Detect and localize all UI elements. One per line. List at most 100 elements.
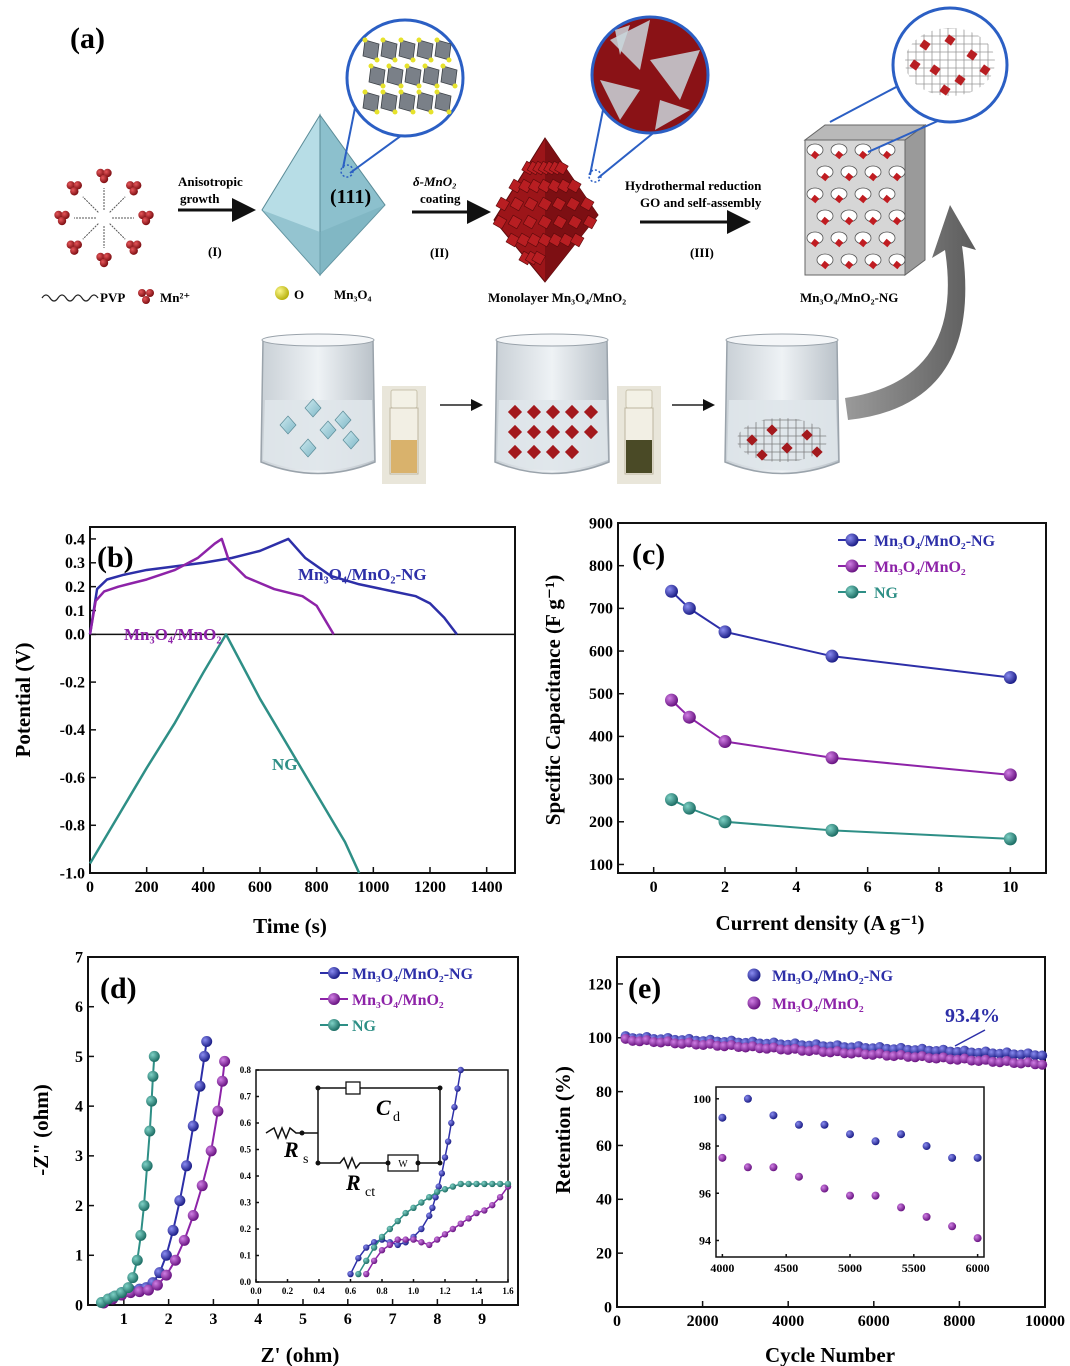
inset-data-point [395,1236,401,1242]
inset-data-point [458,1221,464,1227]
data-point [146,1096,157,1107]
inset-data-point [795,1121,803,1129]
cd-label: C [376,1095,391,1120]
data-point [161,1270,172,1281]
oxygen-site [435,84,440,89]
inset-data-point [718,1114,726,1122]
mn-ion [58,217,66,225]
data-point [206,1145,217,1156]
inset-data-point [481,1181,487,1187]
y-tick-label: -0.2 [60,674,85,691]
y-tick-label: 0.7 [240,1092,252,1102]
inset-data-point [426,1194,432,1200]
inset-data-point [458,1067,464,1073]
oxygen-site [381,90,386,95]
x-tick-label: 800 [305,879,329,896]
data-point [123,1282,134,1293]
data-point [217,1076,228,1087]
data-point [170,1255,181,1266]
inset-data-point [450,1183,456,1189]
y-tick-label: 2 [75,1198,83,1215]
y-tick-label: 3 [75,1148,83,1165]
pvp-chain [110,224,126,240]
data-point [188,1121,199,1132]
x-tick-label: 0.0 [250,1286,262,1296]
oxygen-site [393,58,398,63]
y-tick-label: 800 [589,558,613,575]
y-tick-label: 0.0 [65,627,85,644]
y-tick-label: 0.8 [240,1065,252,1075]
cd-sub: d [393,1110,400,1125]
inset-data-point [497,1181,503,1187]
x-tick-label: 8 [935,879,943,896]
oxygen-site [411,110,416,115]
y-tick-label: 100 [693,1092,711,1106]
y-tick-label: 0.3 [240,1198,252,1208]
y-tick-label: -0.4 [60,722,85,739]
oxygen-site [417,38,422,43]
lattice-octahedron [417,92,433,112]
lattice-octahedron [399,92,415,112]
data-point [719,815,732,828]
inset-data-point [410,1236,416,1242]
y-tick-label: -1.0 [60,865,85,882]
x-tick-label: 7 [389,1311,397,1328]
series-annotation: NG [272,755,298,774]
inset-bg [716,1087,984,1257]
y-tick-label: 7 [75,949,83,966]
inset-data-point [426,1213,432,1219]
inset-data-point [481,1207,487,1213]
x-axis-label: Time (s) [253,914,327,938]
step3-label-2: GO and self-assembly [640,195,762,210]
y-tick-label: 500 [589,686,613,703]
inset-data-point [347,1271,353,1277]
data-point [147,1071,158,1082]
inset-data-point [505,1181,511,1187]
inset-data-point [718,1154,726,1162]
oxygen-site [405,64,410,69]
circuit-node [300,1131,305,1136]
inset-data-point [795,1173,803,1181]
oxygen-site [399,84,404,89]
data-point [826,824,839,837]
inset-data-point [418,1226,424,1232]
oxygen-site [363,38,368,43]
pvp-chain [83,197,99,213]
legend-label: Mn₃O₄/MnO₂-NG [874,533,996,550]
x-tick-label: 2 [721,879,729,896]
oxygen-site [363,90,368,95]
inset-data-point [379,1247,385,1253]
y-tick-label: 1 [75,1248,83,1265]
data-point [665,793,678,806]
step3-label-1: Hydrothermal reduction [625,178,762,193]
y-tick-label: 4 [75,1098,83,1115]
zoom-circle-2 [589,17,708,182]
pvp-chain [83,224,99,240]
crystal-lattice-icon [363,38,458,115]
x-tick-label: 4500 [774,1261,798,1275]
step2-label-2: coating [420,191,461,206]
warburg-label: W [398,1159,408,1170]
lattice-octahedron [423,66,439,86]
series-line [90,539,457,634]
vial-cap [391,390,417,408]
vial-icon [617,386,661,484]
y-tick-label: 94 [699,1233,711,1247]
legend-label: NG [874,585,899,602]
data-point [1037,1060,1047,1070]
inset-data-point [445,1138,451,1144]
chart-d: 1 2 3 4 5 6 7 8 901234567(d) Mn₃O₄/MnO₂-NGMn₃O₄/M… [29,949,518,1366]
data-point [132,1255,143,1266]
beaker-sequence [261,334,839,484]
panel-label: (c) [632,538,665,571]
inset-data-point [418,1239,424,1245]
vial-liquid [391,440,417,473]
x-tick-label: 1.4 [471,1286,483,1296]
inset-data-point [379,1234,385,1240]
y-tick-label: 700 [589,601,613,618]
y-tick-label: 120 [588,976,612,993]
inset-data-point [473,1210,479,1216]
legend-mn3o4: Mn₃O₄ [334,287,372,302]
y-tick-label: 100 [589,857,613,874]
inset-data-point [744,1163,752,1171]
